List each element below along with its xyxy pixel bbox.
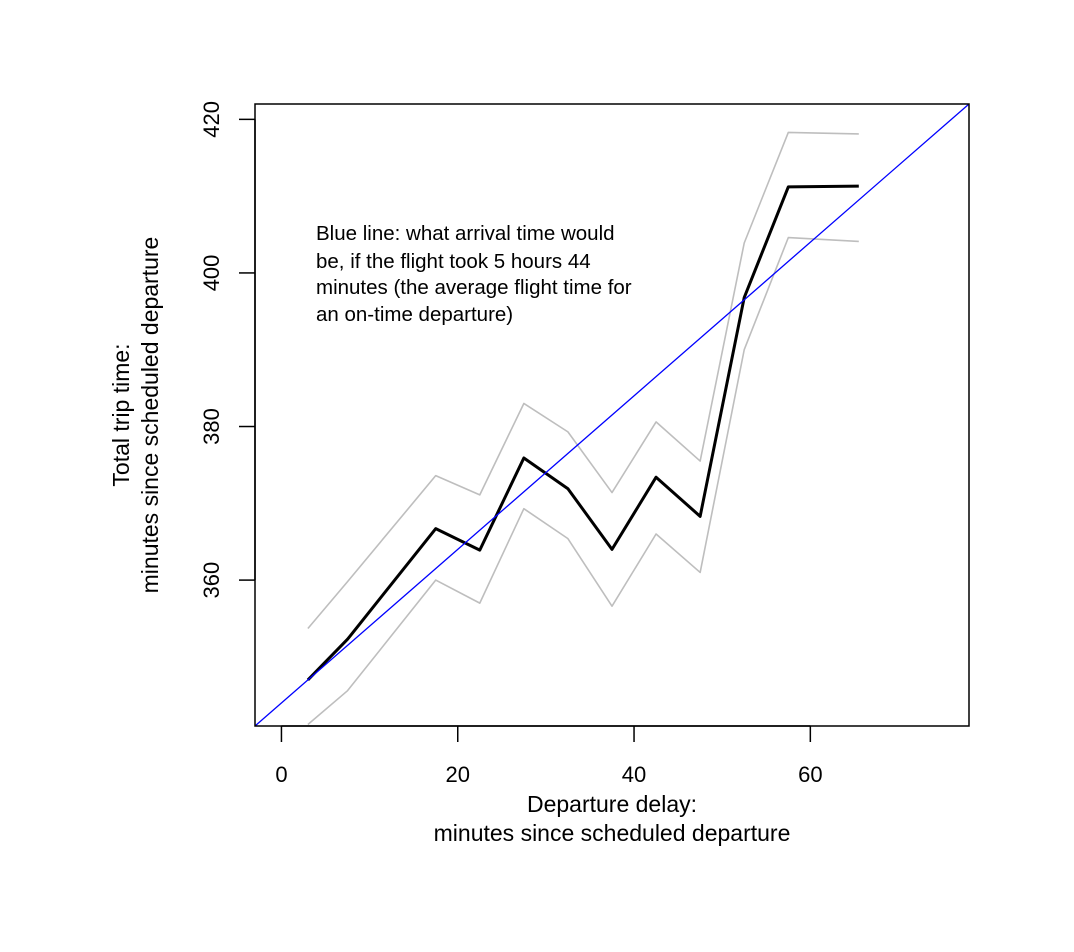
x-axis-label-line-2: minutes since scheduled departure xyxy=(434,820,791,846)
annotation-line-3: minutes (the average flight time for xyxy=(316,276,632,299)
x-tick-label: 40 xyxy=(622,762,646,787)
x-tick-label: 60 xyxy=(798,762,822,787)
x-axis-label-line-1: Departure delay: xyxy=(527,791,697,817)
annotation-line-2: be, if the flight took 5 hours 44 xyxy=(316,250,591,273)
reference-line-layer xyxy=(255,104,969,726)
y-tick-label: 400 xyxy=(199,255,224,292)
series-line-mean xyxy=(306,184,859,681)
annotation-line-1: Blue line: what arrival time would xyxy=(316,222,615,245)
reference-line xyxy=(255,104,969,726)
series-layer xyxy=(306,131,859,726)
series-line-lower-band xyxy=(307,236,859,726)
series-line-upper-band xyxy=(307,131,859,629)
y-tick-label: 380 xyxy=(199,408,224,445)
y-tick-label: 360 xyxy=(199,562,224,599)
y-axis: 360 380 400 420 xyxy=(199,101,256,599)
x-axis: 0 20 40 60 xyxy=(275,725,823,787)
x-tick-label: 0 xyxy=(275,762,287,787)
annotation: Blue line: what arrival time would be, i… xyxy=(316,222,632,326)
y-axis-label-line-2: minutes since scheduled departure xyxy=(137,237,163,594)
y-axis-label-line-1: Total trip time: xyxy=(108,343,134,486)
x-tick-label: 20 xyxy=(445,762,469,787)
y-tick-label: 420 xyxy=(199,101,224,138)
annotation-line-4: an on-time departure) xyxy=(316,303,513,326)
